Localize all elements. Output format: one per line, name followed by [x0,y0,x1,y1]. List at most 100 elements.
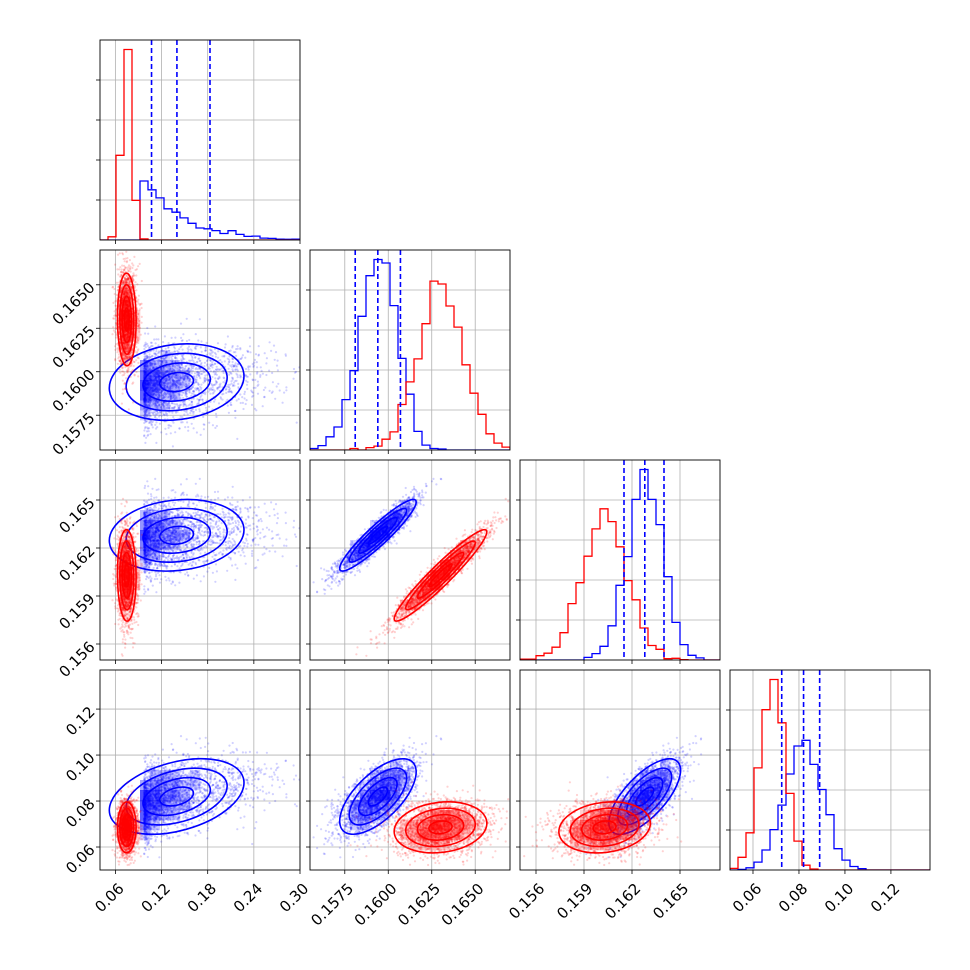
scatter-point [241,401,244,404]
scatter-point [186,375,189,378]
scatter-point [211,424,214,427]
scatter-point [187,425,190,429]
scatter-point [195,388,198,391]
scatter-point [154,404,157,407]
scatter-point [323,377,325,379]
scatter-point [127,379,130,382]
scatter-point [168,386,171,389]
scatter-point [244,402,247,406]
scatter-point [171,393,175,396]
scatter-point [196,387,199,390]
scatter-point [278,389,281,392]
scatter-point [208,352,211,355]
scatter-point [217,402,221,405]
scatter-point [121,366,124,369]
scatter-point [230,380,233,383]
scatter-point [179,375,182,378]
scatter-point [185,411,188,414]
scatter-point [164,371,167,374]
scatter-point [215,365,218,368]
scatter-point [150,424,153,427]
scatter-point [230,382,233,385]
scatter-point [192,367,195,370]
scatter-point [301,364,303,366]
scatter-point [285,389,288,392]
scatter-point [265,357,268,360]
scatter-point [170,355,173,359]
scatter-point [153,360,156,363]
scatter-point [197,339,200,342]
scatter-point [172,365,175,368]
scatter-point [178,368,182,371]
scatter-point [164,393,168,396]
scatter-point [115,336,118,339]
scatter-point [114,348,117,351]
scatter-point [112,301,115,304]
scatter-point [215,415,218,418]
scatter-point [203,377,206,380]
scatter-point [202,415,205,418]
scatter-point [155,399,158,402]
scatter-point [257,354,260,357]
scatter-point [170,376,173,380]
scatter-point [165,361,168,364]
scatter-point [135,268,138,271]
scatter-point [127,408,130,411]
scatter-point [222,381,225,384]
scatter-point [189,368,192,371]
scatter-point [129,270,132,273]
scatter-point [178,406,181,409]
scatter-point [162,402,165,405]
panel-3-2 [520,670,720,870]
scatter-point [210,349,213,352]
scatter-point [207,378,210,381]
scatter-point [133,374,136,377]
scatter-point [168,367,171,370]
scatter-point [159,391,162,394]
scatter-point [234,379,237,383]
scatter-point [208,405,211,408]
scatter-point [175,363,178,367]
scatter-point [234,369,237,372]
scatter-point [179,366,182,369]
scatter-point [181,355,184,358]
scatter-point [131,266,134,270]
scatter-point [168,369,171,372]
scatter-point [284,353,287,356]
scatter-point [183,357,186,361]
scatter-point [205,378,208,381]
scatter-point [153,411,157,414]
scatter-point [187,350,190,353]
scatter-point [271,381,274,384]
scatter-point [235,372,238,375]
scatter-point [198,359,201,362]
scatter-point [270,349,273,352]
scatter-point [172,406,175,409]
scatter-point [228,388,231,391]
scatter-point [180,344,183,347]
scatter-point [144,401,147,404]
scatter-point [158,391,161,394]
scatter-point [122,257,125,261]
scatter-point [197,370,200,374]
scatter-point [169,395,172,399]
scatter-point [178,427,181,430]
scatter-point [151,426,154,429]
scatter-point [190,349,193,352]
density-cell [150,380,161,391]
scatter-point [165,379,168,382]
scatter-point [170,394,173,397]
scatter-point [164,380,167,383]
scatter-point [172,374,175,377]
scatter-point [143,344,146,348]
scatter-point [239,357,242,360]
scatter-point [137,341,140,344]
scatter-point [166,392,169,395]
scatter-point [166,391,169,394]
scatter-point [167,381,170,384]
scatter-point [143,347,146,351]
scatter-point [149,433,152,436]
scatter-point [136,283,139,286]
scatter-point [163,373,166,376]
scatter-point [113,287,116,291]
